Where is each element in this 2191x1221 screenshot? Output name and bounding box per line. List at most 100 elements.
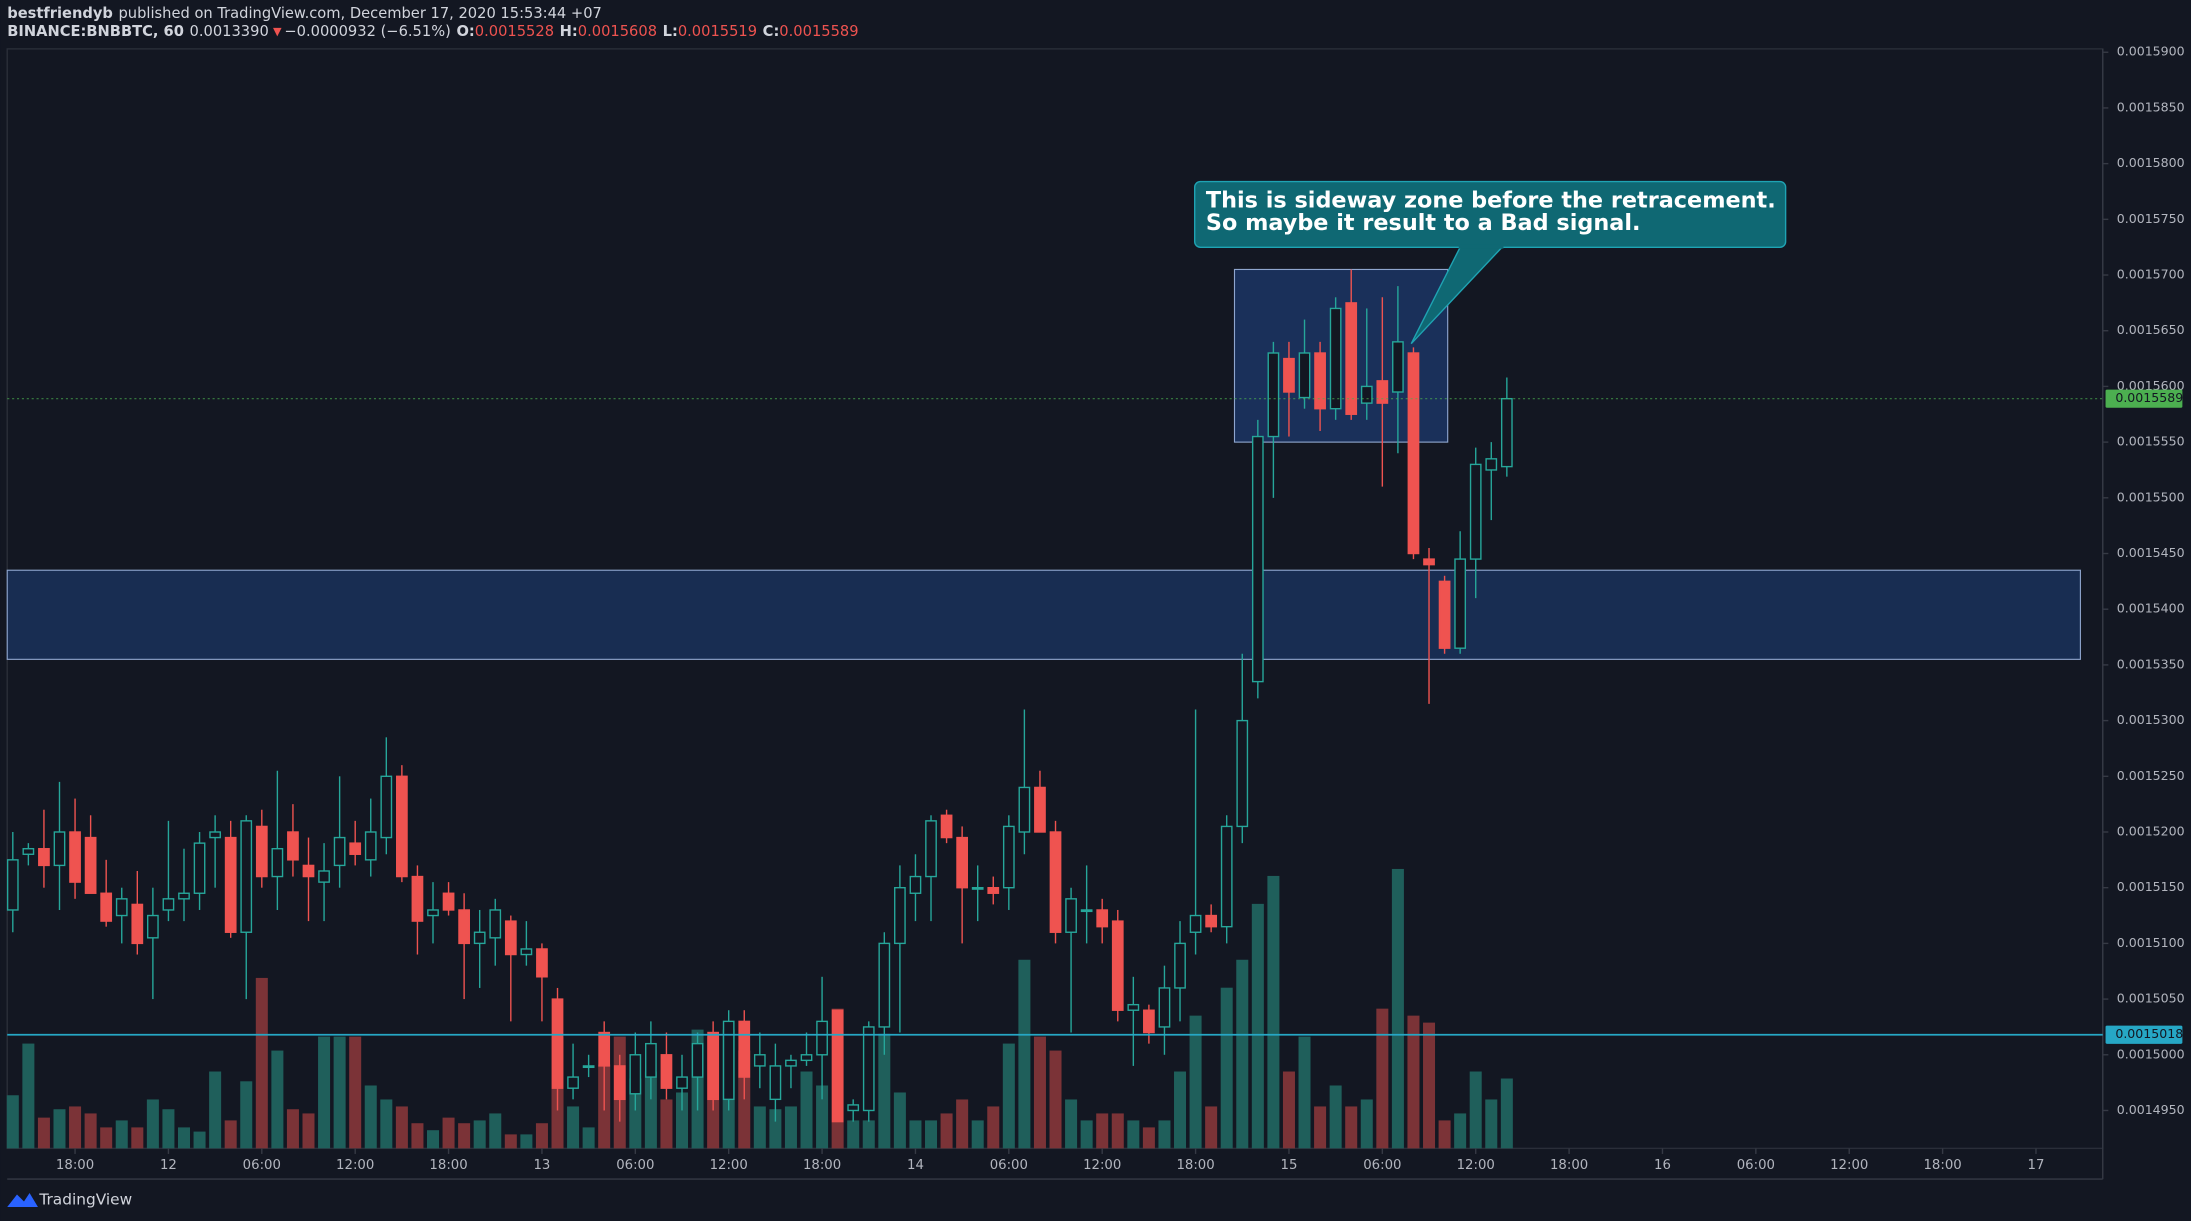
volume-bar	[1158, 1120, 1171, 1149]
candle-body	[800, 1054, 813, 1062]
volume-bar	[769, 1109, 782, 1149]
y-tick-label: 0.0015300	[2117, 712, 2185, 727]
y-tick-label: 0.0015900	[2117, 44, 2185, 59]
x-tick-label: 12:00	[336, 1158, 374, 1173]
volume-bar	[847, 1120, 860, 1149]
candle-body	[427, 909, 439, 917]
volume-bar	[956, 1099, 969, 1149]
ohlc-value: 0.0015589	[779, 23, 858, 40]
candle-body	[6, 859, 19, 911]
candle-body	[1298, 352, 1311, 399]
volume-bar	[349, 1036, 362, 1149]
header-line: BINANCE:BNBBTC, 60 0.0013390 ▼ −0.0000932 (…	[7, 23, 858, 40]
x-tick-label: 06:00	[243, 1158, 281, 1173]
volume-bar	[567, 1106, 580, 1149]
candle-body	[1174, 942, 1186, 989]
change-arrow: ▼	[273, 25, 282, 38]
candle-body	[1002, 825, 1015, 889]
candle-body	[489, 909, 502, 939]
y-tick-label: 0.0015000	[2117, 1046, 2185, 1061]
x-tick-label: 06:00	[1737, 1158, 1775, 1173]
candle-body	[1500, 397, 1513, 468]
x-tick-label: 06:00	[616, 1158, 654, 1173]
volume-bar	[816, 1085, 829, 1149]
y-tick-label: 0.0014950	[2117, 1102, 2185, 1117]
price-badge-label: 0.0015018	[2115, 1026, 2183, 1041]
candle-body	[1189, 914, 1202, 933]
candle-body	[53, 831, 66, 867]
candle-body	[598, 1031, 611, 1067]
y-tick-label: 0.0015400	[2117, 601, 2185, 616]
candle-body	[1049, 831, 1062, 933]
candle-body	[1454, 558, 1467, 649]
price-badge-label: 0.0015589	[2115, 390, 2183, 405]
volume-bar	[971, 1120, 984, 1149]
candle-body	[1251, 435, 1264, 683]
volume-bar	[1438, 1120, 1451, 1149]
candle-body	[1314, 352, 1326, 410]
volume-bar	[6, 1095, 19, 1149]
tradingview-logo: TradingView	[7, 1191, 132, 1209]
y-tick-label: 0.0015250	[2117, 768, 2185, 783]
volume-bar	[1174, 1071, 1187, 1149]
candle-body	[878, 942, 891, 1028]
candle-body	[131, 903, 144, 945]
candle-body	[1143, 1009, 1155, 1034]
volume-bar	[255, 977, 268, 1149]
price-badge	[2105, 1025, 2183, 1044]
x-tick-label: 17	[2028, 1158, 2045, 1173]
candle-body	[1267, 352, 1280, 438]
volume-bar	[37, 1117, 50, 1149]
volume-bar	[878, 1033, 891, 1149]
callout-text: This is sideway zone before the retracem…	[1206, 188, 1776, 214]
volume-bar	[131, 1127, 144, 1149]
candle-body	[785, 1059, 797, 1067]
volume-bar	[940, 1113, 953, 1149]
candle-body	[1423, 558, 1435, 566]
candle-body	[380, 775, 393, 839]
candle-body	[613, 1065, 626, 1101]
candle-body	[769, 1065, 782, 1101]
candle-body	[38, 848, 50, 867]
volume-bar	[115, 1120, 128, 1149]
candle-body	[1127, 1003, 1140, 1011]
ohlc-label: L:	[663, 23, 678, 40]
x-tick-label: 12:00	[1083, 1158, 1121, 1173]
volume-bar	[1329, 1085, 1342, 1149]
volume-bar	[1205, 1106, 1218, 1149]
volume-bar	[504, 1134, 517, 1149]
volume-layer	[6, 868, 1513, 1149]
candle-body	[1236, 719, 1249, 828]
x-tick-label: 18:00	[1923, 1158, 1961, 1173]
callout: This is sideway zone before the retracem…	[1193, 180, 1787, 345]
candle-body	[894, 886, 906, 945]
zone	[6, 569, 2081, 660]
volume-bar	[364, 1085, 377, 1149]
candle-body	[1392, 341, 1404, 393]
x-tick-label: 18:00	[1550, 1158, 1588, 1173]
volume-bar	[1111, 1113, 1124, 1149]
volume-bar	[162, 1109, 175, 1149]
x-tick-label: 18:00	[1176, 1158, 1214, 1173]
volume-bar	[660, 1099, 673, 1149]
candle-body	[84, 836, 97, 894]
candle-body	[971, 886, 984, 890]
volume-bar	[1391, 868, 1404, 1149]
candle-body	[753, 1054, 766, 1067]
candle-layer	[6, 269, 1513, 1123]
candle-body	[1438, 580, 1451, 649]
candle-body	[987, 886, 1000, 894]
candle-body	[240, 820, 253, 933]
y-tick-label: 0.0015550	[2117, 434, 2185, 449]
volume-bar	[53, 1109, 66, 1149]
volume-bar	[1065, 1099, 1078, 1149]
candle-body	[1376, 380, 1389, 404]
candle-body	[831, 1009, 844, 1123]
volume-bar	[1049, 1050, 1062, 1149]
volume-bar	[1251, 903, 1264, 1149]
volume-bar	[1376, 1008, 1389, 1149]
volume-bar	[582, 1127, 595, 1149]
volume-bar	[1423, 1022, 1436, 1149]
candle-body	[629, 1054, 642, 1095]
